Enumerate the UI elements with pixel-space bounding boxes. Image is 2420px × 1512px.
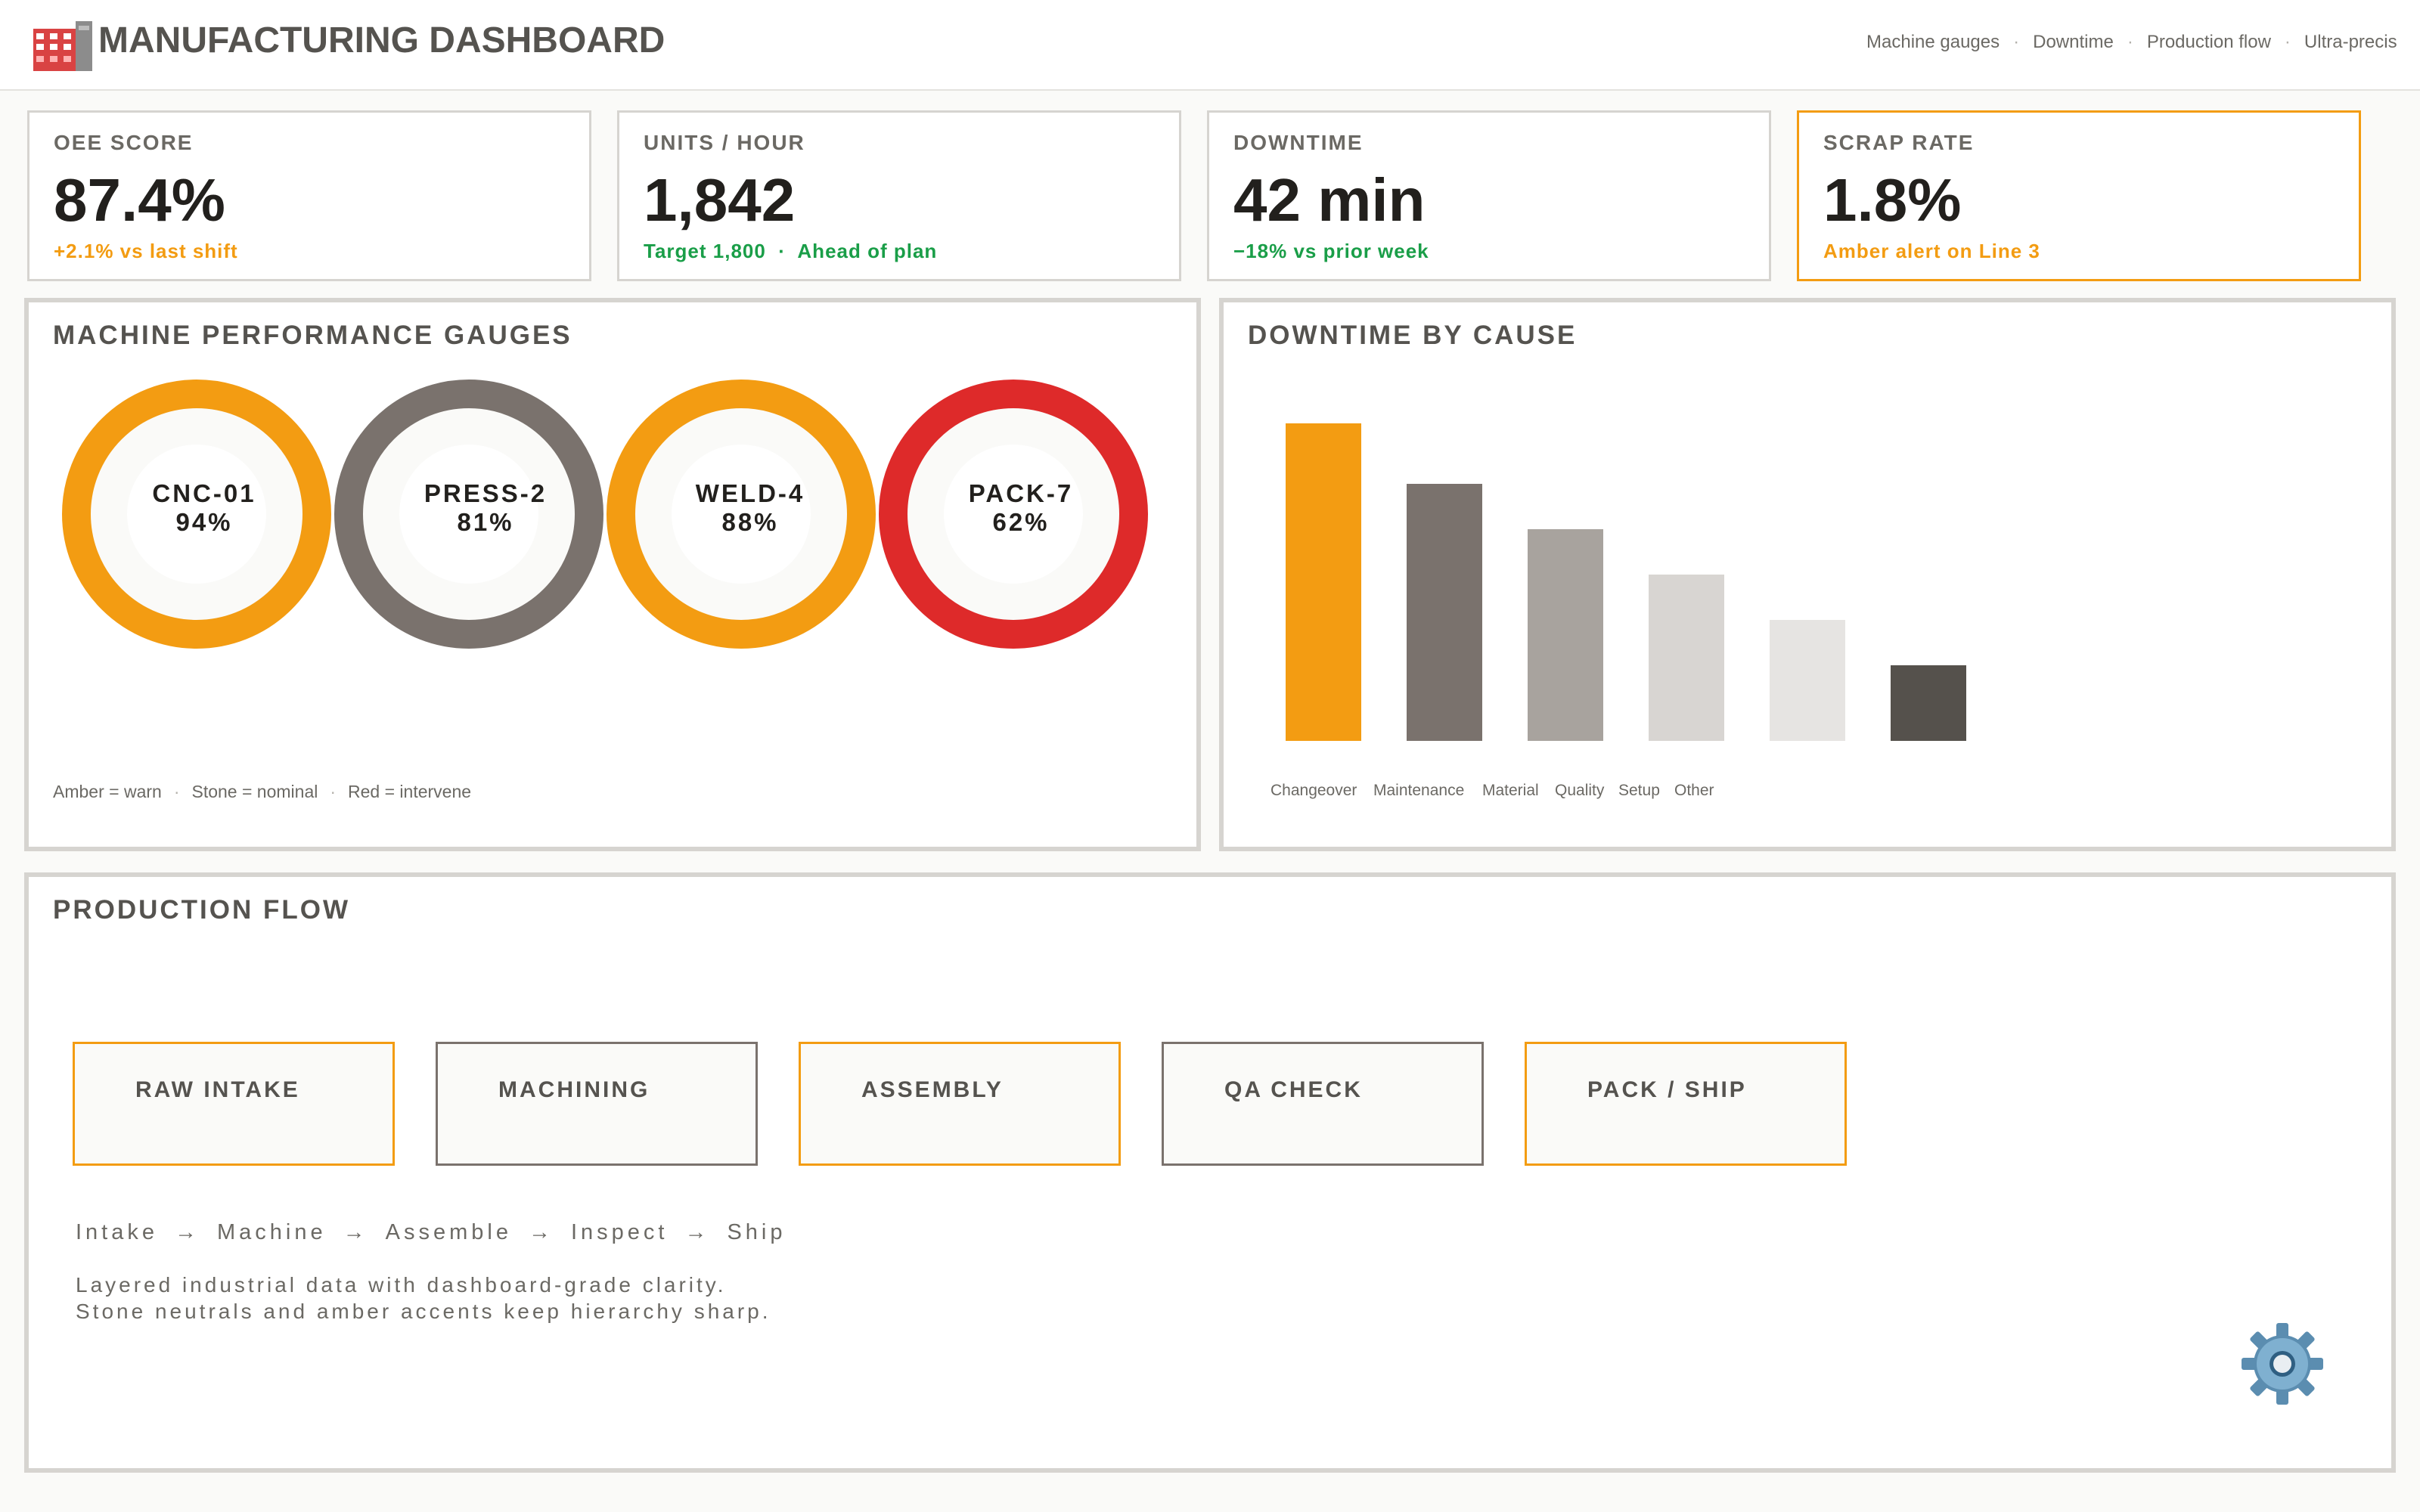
kpi-label: DOWNTIME (1233, 131, 1364, 154)
description-line: Stone neutrals and amber accents keep hi… (76, 1300, 771, 1323)
legend-separator: · (330, 782, 337, 801)
stage-qa-check[interactable]: QA CHECK (1162, 1042, 1484, 1166)
top-nav: Machine gauges · Downtime · Production flow ·… (1866, 32, 2420, 53)
flow-step: Machine (217, 1220, 327, 1244)
gauge-inner-cnc-01 (127, 445, 266, 584)
flow-description: Layered industrial data with dashboard-g… (76, 1272, 771, 1325)
downtime-bar-chart (1286, 423, 1966, 741)
gauge-label-press-2: PRESS-2 81% (402, 479, 569, 537)
nav-separator: · (2013, 32, 2020, 52)
tick-label-quality: Quality (1555, 782, 1605, 799)
gauge-label-cnc-01: CNC-01 94% (121, 479, 287, 537)
bar-other (1891, 665, 1966, 741)
gauge-rings (62, 380, 1148, 649)
arrow-right-icon: → (684, 1220, 711, 1244)
gauge-machine-name: CNC-01 (152, 479, 256, 507)
bar-maintenance (1407, 484, 1482, 741)
nav-link-production-flow[interactable]: Production flow (2146, 32, 2271, 52)
factory-icon (33, 21, 92, 71)
stage-label: MACHINING (498, 1077, 650, 1102)
panel-title: PRODUCTION FLOW (53, 895, 351, 925)
kpi-note: −18% vs prior week (1233, 240, 1429, 262)
stage-label: ASSEMBLY (861, 1077, 1004, 1102)
stage-label: RAW INTAKE (135, 1077, 300, 1102)
kpi-value: 87.4% (54, 166, 225, 234)
page-title: MANUFACTURING DASHBOARD (98, 20, 666, 60)
tick-label-changeover: Changeover (1270, 782, 1357, 799)
kpi-note: Amber alert on Line 3 (1823, 240, 2040, 262)
flow-step: Intake (76, 1220, 158, 1244)
nav-separator: · (2284, 32, 2291, 52)
gauge-value: 88% (721, 508, 779, 536)
arrow-right-icon: → (528, 1220, 554, 1244)
flow-step: Ship (727, 1220, 786, 1244)
panel-title: MACHINE PERFORMANCE GAUGES (53, 321, 572, 350)
gauge-value: 94% (175, 508, 233, 536)
nav-link-downtime[interactable]: Downtime (2033, 32, 2114, 52)
stage-machining[interactable]: MACHINING (436, 1042, 758, 1166)
bar-quality (1649, 575, 1724, 741)
kpi-note: Target 1,800 · Ahead of plan (644, 240, 938, 262)
kpi-card-units-hour: UNITS / HOUR 1,842 Target 1,800 · Ahead … (617, 110, 1181, 281)
description-line: Layered industrial data with dashboard-g… (76, 1273, 727, 1297)
legend-item-intervene: Red = intervene (348, 782, 472, 801)
legend-item-nominal: Stone = nominal (191, 782, 318, 801)
legend-item-warn: Amber = warn (53, 782, 162, 801)
gauge-label-weld-4: WELD-4 88% (667, 479, 833, 537)
kpi-label: UNITS / HOUR (644, 131, 805, 154)
tick-label-setup: Setup (1618, 782, 1660, 799)
flow-step: Assemble (385, 1220, 512, 1244)
arrow-right-icon: → (343, 1220, 369, 1244)
stage-assembly[interactable]: ASSEMBLY (799, 1042, 1121, 1166)
flow-steps: Intake → Machine → Assemble → Inspect → Ship (76, 1220, 786, 1245)
tick-label-material: Material (1482, 782, 1539, 799)
stage-pack-ship[interactable]: PACK / SHIP (1525, 1042, 1847, 1166)
gauge-value: 62% (992, 508, 1050, 536)
production-flow-panel: PRODUCTION FLOW (24, 872, 2396, 1473)
kpi-value: 1,842 (644, 166, 796, 234)
panel-title: DOWNTIME BY CAUSE (1248, 321, 1578, 350)
flow-step: Inspect (570, 1220, 669, 1244)
nav-link-machine-gauges[interactable]: Machine gauges (1866, 32, 2000, 52)
stage-label: PACK / SHIP (1587, 1077, 1747, 1102)
app-header: MANUFACTURING DASHBOARD Machine gauges · D… (0, 0, 2420, 91)
gauge-machine-name: PRESS-2 (424, 479, 548, 507)
bar-changeover (1286, 423, 1361, 741)
kpi-value: 42 min (1233, 166, 1426, 234)
gauge-inner-press-2 (399, 445, 538, 584)
kpi-value: 1.8% (1823, 166, 1962, 234)
legend-separator: · (173, 782, 180, 801)
gear-icon[interactable] (2238, 1320, 2326, 1408)
kpi-label: SCRAP RATE (1823, 131, 1975, 154)
tick-label-maintenance: Maintenance (1373, 782, 1465, 799)
kpi-card-scrap-rate: SCRAP RATE 1.8% Amber alert on Line 3 (1797, 110, 2361, 281)
gauge-machine-name: WELD-4 (695, 479, 805, 507)
gauge-legend: Amber = warn · Stone = nominal · Red = inter… (53, 782, 471, 802)
gauge-value: 81% (457, 508, 514, 536)
gauge-label-pack-7: PACK-7 62% (938, 479, 1104, 537)
kpi-card-oee: OEE SCORE 87.4% +2.1% vs last shift (27, 110, 591, 281)
nav-link-ultra-precision[interactable]: Ultra-precis (2304, 32, 2397, 52)
gauge-inner-weld-4 (672, 445, 811, 584)
gauge-machine-name: PACK-7 (968, 479, 1074, 507)
kpi-note: +2.1% vs last shift (54, 240, 238, 262)
nav-separator: · (2127, 32, 2133, 52)
kpi-label: OEE SCORE (54, 131, 194, 154)
arrow-right-icon: → (175, 1220, 200, 1244)
kpi-card-downtime: DOWNTIME 42 min −18% vs prior week (1207, 110, 1771, 281)
bar-setup (1770, 620, 1845, 741)
tick-label-other: Other (1674, 782, 1714, 799)
bar-material (1528, 529, 1603, 741)
gauge-inner-pack-7 (944, 445, 1083, 584)
stage-raw-intake[interactable]: RAW INTAKE (73, 1042, 395, 1166)
stage-label: QA CHECK (1224, 1077, 1363, 1102)
